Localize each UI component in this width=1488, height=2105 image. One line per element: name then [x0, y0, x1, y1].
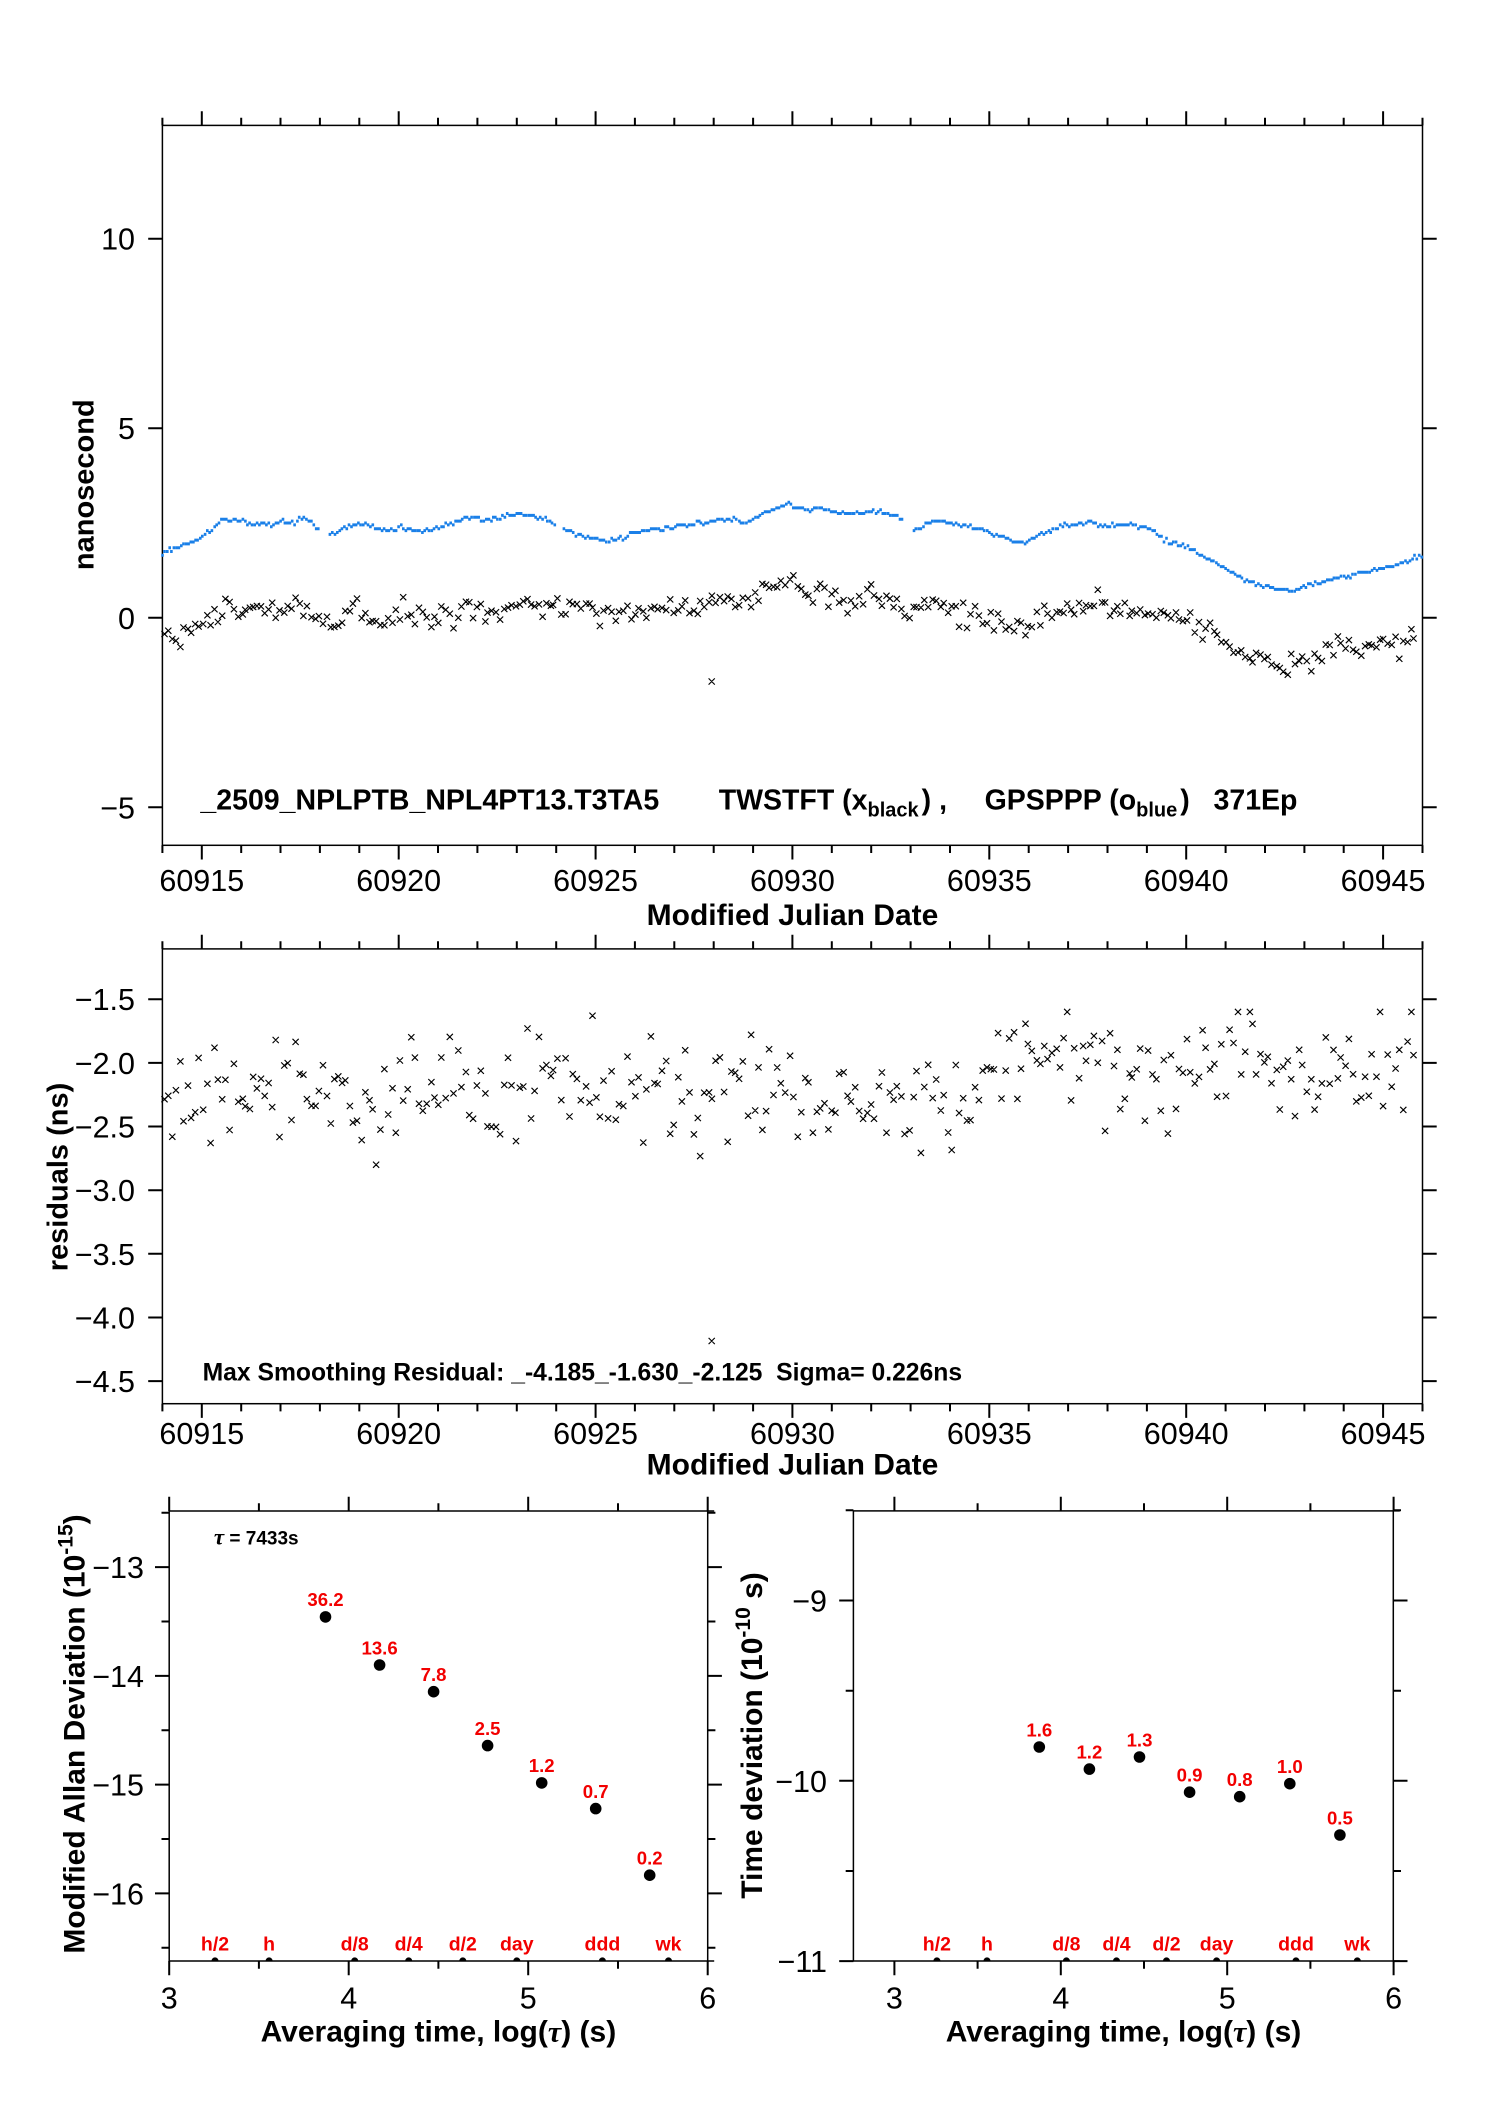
- svg-text:ddd: ddd: [1278, 1933, 1314, 1955]
- svg-text:h/2: h/2: [201, 1933, 229, 1955]
- svg-text:τ = 7433s: τ = 7433s: [214, 1525, 299, 1550]
- svg-text:60920: 60920: [356, 864, 441, 898]
- svg-text:36.2: 36.2: [307, 1589, 343, 1610]
- svg-text:60940: 60940: [1144, 1417, 1229, 1451]
- svg-text:wk: wk: [1343, 1933, 1370, 1955]
- svg-text:−3.5: −3.5: [75, 1238, 135, 1272]
- svg-text:−4.5: −4.5: [75, 1365, 135, 1399]
- svg-text:_2509_NPLPTB_NPL4PT13.T3TA5: _2509_NPLPTB_NPL4PT13.T3TA5: [199, 785, 659, 817]
- svg-text:−16: −16: [92, 1877, 144, 1911]
- svg-text:−4.0: −4.0: [75, 1302, 135, 1336]
- svg-text:−14: −14: [92, 1660, 144, 1694]
- svg-text:60935: 60935: [947, 864, 1032, 898]
- svg-text:day: day: [500, 1933, 534, 1955]
- svg-text:0.9: 0.9: [1177, 1765, 1203, 1786]
- svg-text:−10: −10: [775, 1765, 827, 1799]
- svg-text:7.8: 7.8: [421, 1664, 447, 1685]
- svg-text:−9: −9: [792, 1585, 827, 1619]
- svg-text:Averaging time, log(τ) (s): Averaging time, log(τ) (s): [261, 2016, 617, 2049]
- svg-text:60945: 60945: [1341, 1417, 1426, 1451]
- svg-text:6: 6: [1385, 1982, 1402, 2016]
- svg-text:GPSPPP (oblue) 371Ep: GPSPPP (oblue) 371Ep: [985, 785, 1298, 822]
- svg-text:60915: 60915: [159, 864, 244, 898]
- svg-text:h/2: h/2: [923, 1933, 951, 1955]
- svg-text:−2.5: −2.5: [75, 1111, 135, 1145]
- svg-text:60925: 60925: [553, 1417, 638, 1451]
- svg-text:residuals (ns): residuals (ns): [43, 1083, 75, 1272]
- svg-text:0.7: 0.7: [583, 1781, 609, 1802]
- svg-text:3: 3: [886, 1982, 903, 2016]
- svg-text:d/8: d/8: [341, 1933, 369, 1955]
- svg-text:TWSTFT (xblack) ,: TWSTFT (xblack) ,: [719, 785, 947, 822]
- svg-text:60925: 60925: [553, 864, 638, 898]
- svg-text:1.2: 1.2: [529, 1755, 555, 1776]
- svg-text:3: 3: [161, 1982, 178, 2016]
- svg-text:0.8: 0.8: [1227, 1769, 1253, 1790]
- svg-text:−15: −15: [92, 1769, 144, 1803]
- svg-text:d/4: d/4: [395, 1933, 423, 1955]
- svg-text:60930: 60930: [750, 1417, 835, 1451]
- svg-text:Modified Julian Date: Modified Julian Date: [647, 899, 939, 932]
- svg-text:Modified Allan Deviation (10-1: Modified Allan Deviation (10-15): [55, 1514, 92, 1953]
- svg-text:−1.5: −1.5: [75, 983, 135, 1017]
- svg-text:−5: −5: [100, 791, 135, 825]
- svg-text:5: 5: [520, 1982, 537, 2016]
- svg-text:−3.0: −3.0: [75, 1174, 135, 1208]
- svg-text:−11: −11: [778, 1945, 827, 1979]
- svg-text:h: h: [981, 1933, 993, 1955]
- svg-text:60945: 60945: [1341, 864, 1426, 898]
- svg-text:60915: 60915: [159, 1417, 244, 1451]
- svg-text:60940: 60940: [1144, 864, 1229, 898]
- svg-text:h: h: [263, 1933, 275, 1955]
- svg-text:ddd: ddd: [585, 1933, 621, 1955]
- svg-text:0: 0: [118, 602, 135, 636]
- svg-text:Averaging time, log(τ) (s): Averaging time, log(τ) (s): [946, 2016, 1302, 2049]
- svg-text:10: 10: [101, 223, 135, 257]
- svg-text:d/4: d/4: [1102, 1933, 1130, 1955]
- svg-text:0.5: 0.5: [1327, 1807, 1353, 1828]
- svg-text:2.5: 2.5: [475, 1718, 501, 1739]
- svg-text:Max Smoothing Residual: _-4.18: Max Smoothing Residual: _-4.185_-1.630_-…: [203, 1359, 962, 1386]
- svg-text:−13: −13: [92, 1551, 144, 1585]
- svg-text:0.2: 0.2: [637, 1848, 663, 1869]
- svg-text:13.6: 13.6: [361, 1637, 397, 1658]
- svg-text:d/2: d/2: [449, 1933, 477, 1955]
- svg-text:−2.0: −2.0: [75, 1047, 135, 1081]
- svg-text:4: 4: [340, 1982, 357, 2016]
- svg-text:60920: 60920: [356, 1417, 441, 1451]
- svg-text:4: 4: [1052, 1982, 1069, 2016]
- svg-text:60935: 60935: [947, 1417, 1032, 1451]
- svg-text:wk: wk: [654, 1933, 681, 1955]
- svg-text:5: 5: [1219, 1982, 1236, 2016]
- svg-text:5: 5: [118, 412, 135, 446]
- svg-text:d/2: d/2: [1152, 1933, 1180, 1955]
- svg-text:Modified Julian Date: Modified Julian Date: [647, 1448, 939, 1481]
- svg-text:d/8: d/8: [1052, 1933, 1080, 1955]
- svg-text:1.2: 1.2: [1076, 1741, 1102, 1762]
- svg-text:60930: 60930: [750, 864, 835, 898]
- svg-text:day: day: [1200, 1933, 1234, 1955]
- svg-text:Time deviation (10-10 s): Time deviation (10-10 s): [732, 1572, 769, 1899]
- svg-text:1.3: 1.3: [1127, 1729, 1153, 1750]
- svg-text:1.0: 1.0: [1277, 1756, 1303, 1777]
- svg-text:nanosecond: nanosecond: [69, 399, 101, 570]
- svg-text:1.6: 1.6: [1026, 1719, 1052, 1740]
- svg-text:6: 6: [699, 1982, 716, 2016]
